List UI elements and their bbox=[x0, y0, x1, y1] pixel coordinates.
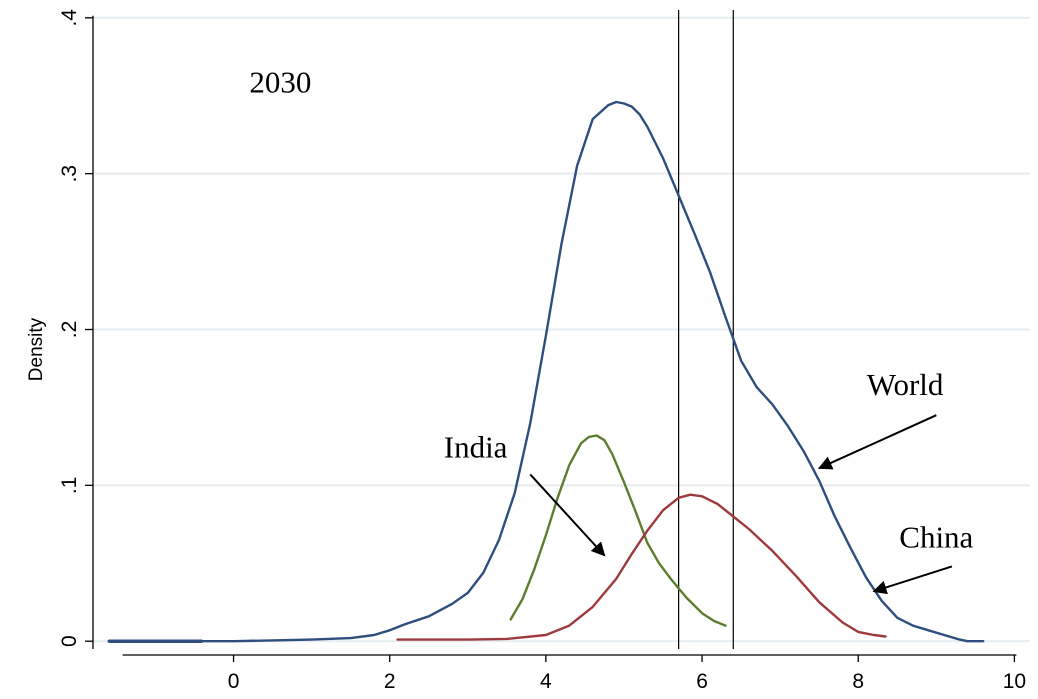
gridlines bbox=[93, 16, 1030, 643]
x-tick-label: 10 bbox=[1003, 670, 1026, 693]
axes: 0 2 4 6 8 10 0 .1 .2 .3 .4 Density bbox=[26, 9, 1026, 693]
y-axis-title: Density bbox=[26, 317, 47, 381]
x-tick-label: 4 bbox=[540, 670, 552, 693]
x-tick-label: 6 bbox=[696, 670, 708, 693]
annotation-arrow bbox=[529, 473, 606, 557]
x-tick-label: 2 bbox=[384, 670, 396, 693]
annotation-arrow bbox=[817, 414, 937, 470]
density-curve-0 bbox=[107, 100, 985, 643]
density-curve-2 bbox=[396, 493, 887, 641]
y-tick-label: .3 bbox=[58, 165, 81, 183]
annotation-label: World bbox=[867, 367, 944, 402]
density-curves bbox=[107, 100, 985, 643]
y-tick-label: .4 bbox=[58, 9, 81, 27]
annotation-label: India bbox=[444, 429, 508, 464]
y-tick-label: .2 bbox=[58, 321, 81, 339]
annotations: 2030 India World China bbox=[249, 65, 974, 595]
y-tick-label: 0 bbox=[58, 635, 81, 647]
annotation-arrow bbox=[872, 565, 953, 595]
annotation-label: 2030 bbox=[249, 65, 311, 100]
annotation-label: China bbox=[899, 520, 973, 555]
x-tick-label: 8 bbox=[852, 670, 864, 693]
reference-lines bbox=[678, 10, 734, 649]
density-curve-1 bbox=[509, 434, 727, 627]
x-tick-label: 0 bbox=[228, 670, 240, 693]
y-tick-label: .1 bbox=[58, 477, 81, 495]
